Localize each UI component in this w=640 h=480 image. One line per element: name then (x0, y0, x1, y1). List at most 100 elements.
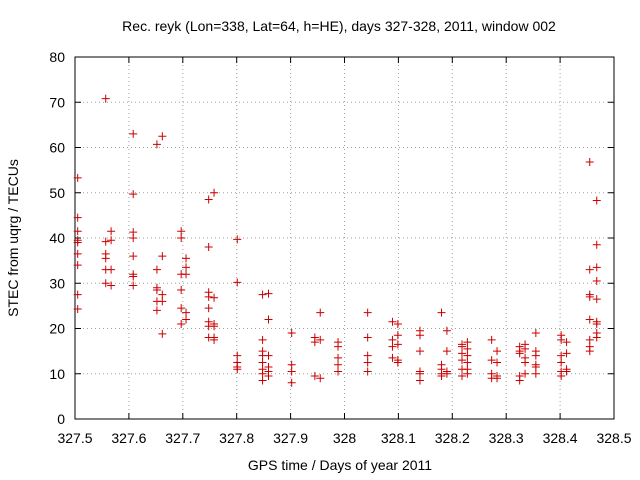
data-point-marker (487, 356, 496, 365)
data-point-marker (177, 286, 186, 295)
data-point-marker (152, 140, 161, 149)
data-point-marker (287, 329, 296, 338)
data-point-marker (210, 188, 219, 197)
data-point-marker (204, 243, 213, 252)
data-point-marker (73, 261, 82, 270)
data-point-marker (415, 376, 424, 385)
data-point-marker (334, 353, 343, 362)
data-point-marker (158, 329, 167, 338)
data-point-marker (592, 240, 601, 249)
data-point-marker (363, 333, 372, 342)
data-point-marker (182, 315, 191, 324)
data-point-marker (393, 358, 402, 367)
data-point-marker (521, 369, 530, 378)
data-point-marker (129, 129, 138, 138)
x-axis-label: GPS time / Days of year 2011 (248, 457, 432, 473)
data-point-marker (393, 340, 402, 349)
data-point-marker (334, 342, 343, 351)
data-point-marker (233, 235, 242, 244)
data-point-marker (363, 358, 372, 367)
data-point-marker (107, 236, 116, 245)
data-point-marker (73, 173, 82, 182)
data-point-marker (233, 278, 242, 287)
data-point-marker (458, 342, 467, 351)
data-point-marker (73, 238, 82, 247)
data-point-marker (388, 335, 397, 344)
x-tick-label: 328.1 (381, 430, 416, 446)
data-point-marker (592, 333, 601, 342)
data-point-marker (264, 351, 273, 360)
data-point-marker (458, 372, 467, 381)
x-tick-label: 328.3 (489, 430, 524, 446)
data-point-marker (493, 347, 502, 356)
x-tick-label: 328 (333, 430, 357, 446)
data-point-marker (264, 289, 273, 298)
data-point-marker (592, 276, 601, 285)
data-point-marker (592, 319, 601, 328)
data-point-marker (415, 331, 424, 340)
data-point-marker (557, 358, 566, 367)
data-point-marker (158, 252, 167, 261)
data-point-marker (515, 376, 524, 385)
data-point-marker (463, 338, 472, 347)
data-point-marker (521, 344, 530, 353)
data-point-marker (177, 319, 186, 328)
x-tick-label: 327.6 (111, 430, 146, 446)
data-point-marker (287, 360, 296, 369)
data-point-marker (158, 290, 167, 299)
data-point-marker (388, 317, 397, 326)
data-point-marker (210, 335, 219, 344)
data-point-marker (152, 265, 161, 274)
data-point-marker (463, 344, 472, 353)
data-point-marker (415, 347, 424, 356)
y-tick-label: 70 (49, 94, 65, 110)
data-point-marker (129, 190, 138, 199)
data-point-marker (316, 308, 325, 317)
data-point-marker (334, 367, 343, 376)
data-point-marker (182, 254, 191, 263)
data-point-marker (129, 234, 138, 242)
data-point-marker (334, 360, 343, 369)
data-point-marker (585, 265, 594, 274)
data-point-marker (393, 319, 402, 328)
data-point-marker (363, 367, 372, 376)
data-point-marker (557, 372, 566, 381)
data-point-marker (264, 372, 273, 381)
data-point-marker (177, 304, 186, 313)
data-point-marker (592, 295, 601, 304)
y-tick-label: 10 (49, 366, 65, 382)
data-point-marker (463, 351, 472, 360)
x-tick-label: 328.4 (543, 430, 578, 446)
data-point-marker (363, 351, 372, 360)
data-point-marker (585, 292, 594, 301)
data-point-marker (258, 369, 267, 378)
data-point-marker (182, 270, 191, 279)
data-point-marker (152, 306, 161, 315)
data-point-marker (363, 308, 372, 317)
data-point-marker (487, 335, 496, 344)
data-point-marker (442, 326, 451, 335)
data-point-marker (73, 290, 82, 299)
x-tick-label: 328.2 (435, 430, 470, 446)
data-point-marker (531, 369, 540, 378)
data-point-marker (493, 374, 502, 383)
data-point-marker (107, 281, 116, 290)
data-point-marker (204, 292, 213, 301)
data-point-marker (204, 304, 213, 313)
data-point-marker (493, 358, 502, 367)
data-point-marker (458, 349, 467, 358)
y-tick-label: 50 (49, 185, 65, 201)
data-point-marker (258, 376, 267, 385)
data-point-marker (310, 372, 319, 381)
y-tick-label: 80 (49, 49, 65, 65)
data-point-marker (592, 263, 601, 272)
data-point-marker (463, 358, 472, 367)
data-point-marker (73, 227, 82, 236)
data-point-marker (531, 351, 540, 360)
data-point-marker (101, 254, 110, 263)
axis-ticks: 327.5 327.6 327.7 327.8 327.9 328 328.1 328.2 32… (49, 49, 631, 446)
data-point-marker (210, 293, 219, 302)
data-point-marker (521, 358, 530, 367)
data-point-marker (557, 351, 566, 360)
